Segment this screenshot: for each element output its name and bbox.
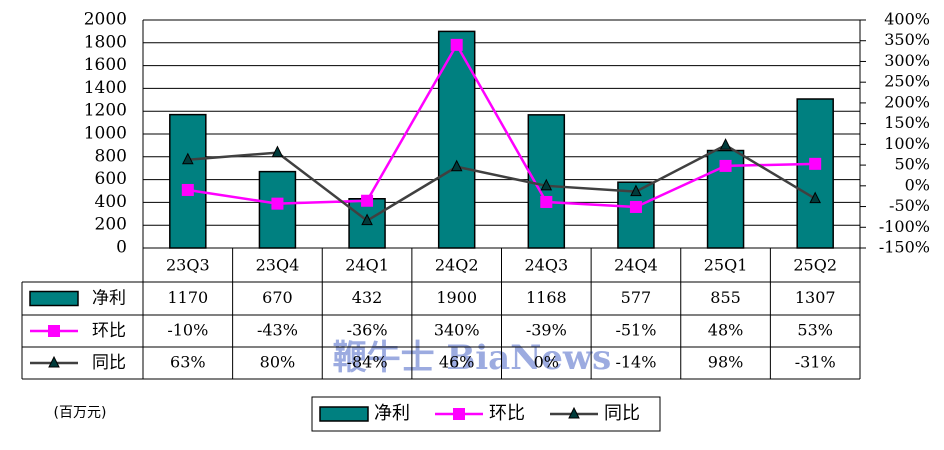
unit-label: (百万元) bbox=[54, 405, 107, 421]
table-value: -51% bbox=[615, 321, 656, 340]
bar bbox=[169, 113, 207, 249]
bar bbox=[258, 170, 297, 249]
table-value: 670 bbox=[262, 288, 293, 307]
y2-tick-label: -100% bbox=[879, 217, 930, 236]
y2-tick-label: 300% bbox=[884, 51, 930, 70]
y2-tick-label: 350% bbox=[884, 30, 930, 49]
table-value: 98% bbox=[708, 353, 744, 372]
legend-swatch bbox=[48, 355, 60, 368]
table-value: 432 bbox=[352, 288, 383, 307]
legend-swatch bbox=[48, 325, 60, 337]
watermark: 鞭牛士 BiaNews bbox=[333, 338, 612, 378]
row-label: 净利 bbox=[92, 289, 126, 309]
marker bbox=[630, 184, 642, 197]
table-value: 53% bbox=[797, 321, 833, 340]
marker bbox=[809, 191, 821, 204]
marker bbox=[271, 197, 284, 210]
marker bbox=[182, 152, 194, 165]
marker bbox=[361, 213, 373, 226]
bar bbox=[437, 30, 476, 249]
y-tick-label: 2000 bbox=[84, 10, 127, 30]
y-tick-label: 1200 bbox=[84, 101, 127, 121]
table-value: 63% bbox=[170, 353, 206, 372]
legend-label: 环比 bbox=[489, 403, 525, 424]
x-tick-label: 24Q3 bbox=[524, 256, 568, 275]
y-tick-label: 200 bbox=[95, 215, 127, 235]
y2-tick-label: 400% bbox=[884, 10, 930, 29]
table-value: 1170 bbox=[167, 288, 208, 307]
y-tick-label: 1400 bbox=[84, 78, 127, 98]
row-label: 环比 bbox=[92, 321, 126, 341]
legend-swatch bbox=[29, 290, 79, 307]
y2-tick-label: 200% bbox=[884, 92, 930, 111]
y-tick-label: 0 bbox=[116, 238, 127, 258]
table-value: 855 bbox=[710, 288, 741, 307]
marker bbox=[450, 159, 463, 172]
table-value: -31% bbox=[795, 353, 836, 372]
y2-tick-label: -150% bbox=[879, 238, 930, 257]
y-tick-label: 1000 bbox=[84, 124, 127, 144]
marker bbox=[540, 195, 553, 208]
marker bbox=[181, 183, 194, 196]
x-tick-label: 25Q1 bbox=[704, 256, 748, 275]
y2-tick-label: -50% bbox=[889, 196, 930, 215]
x-tick-label: 25Q2 bbox=[793, 256, 837, 275]
table-value: 0% bbox=[534, 353, 559, 372]
table-value: 340% bbox=[434, 321, 480, 340]
y-tick-label: 1600 bbox=[84, 55, 127, 75]
marker bbox=[719, 159, 732, 172]
table-value: -43% bbox=[257, 321, 298, 340]
bar bbox=[796, 98, 834, 249]
table-value: 48% bbox=[708, 321, 744, 340]
legend-swatch bbox=[453, 408, 465, 420]
x-tick-label: 23Q3 bbox=[166, 256, 210, 275]
table-value: 46% bbox=[439, 353, 475, 372]
y2-tick-label: 150% bbox=[884, 113, 930, 132]
line bbox=[187, 42, 816, 209]
x-tick-label: 24Q4 bbox=[614, 256, 658, 275]
y2-tick-label: 0% bbox=[905, 175, 930, 194]
row-label: 同比 bbox=[92, 353, 126, 373]
legend-box bbox=[311, 396, 661, 432]
marker bbox=[540, 178, 553, 191]
marker bbox=[361, 194, 374, 207]
marker bbox=[719, 138, 732, 150]
table-value: -39% bbox=[526, 321, 567, 340]
line bbox=[187, 143, 816, 223]
legend-label: 同比 bbox=[604, 403, 640, 424]
table-value: 80% bbox=[260, 353, 296, 372]
y-tick-label: 800 bbox=[95, 146, 127, 166]
x-tick-label: 24Q1 bbox=[345, 256, 389, 275]
legend-label: 净利 bbox=[374, 403, 410, 424]
table-value: 1900 bbox=[436, 288, 477, 307]
table-value: -14% bbox=[615, 353, 656, 372]
marker bbox=[271, 145, 284, 158]
x-tick-label: 23Q4 bbox=[256, 256, 300, 275]
legend-swatch bbox=[568, 406, 580, 419]
table-value: -10% bbox=[167, 321, 208, 340]
table-value: -84% bbox=[347, 353, 388, 372]
y2-tick-label: 100% bbox=[884, 134, 930, 153]
y2-tick-label: 50% bbox=[894, 155, 930, 174]
table-value: 1307 bbox=[795, 288, 836, 307]
marker bbox=[450, 38, 463, 51]
x-tick-label: 24Q2 bbox=[435, 256, 479, 275]
y2-tick-label: 250% bbox=[884, 72, 930, 91]
legend-swatch bbox=[319, 406, 369, 422]
table-value: -36% bbox=[347, 321, 388, 340]
table-value: 577 bbox=[621, 288, 652, 307]
y-tick-label: 1800 bbox=[84, 32, 127, 52]
marker bbox=[809, 157, 822, 170]
y-tick-label: 600 bbox=[95, 169, 127, 189]
y-tick-label: 400 bbox=[95, 192, 127, 212]
table-value: 1168 bbox=[526, 288, 567, 307]
marker bbox=[629, 200, 642, 213]
